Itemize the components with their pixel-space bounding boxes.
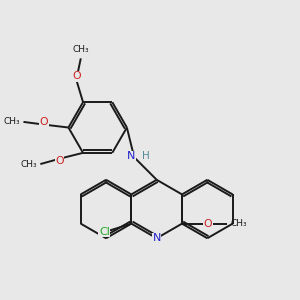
Text: CH₃: CH₃ bbox=[20, 160, 37, 169]
Text: CH₃: CH₃ bbox=[4, 117, 20, 126]
Text: CH₃: CH₃ bbox=[230, 219, 247, 228]
Text: O: O bbox=[203, 219, 212, 229]
Text: O: O bbox=[39, 118, 48, 128]
Text: H: H bbox=[142, 151, 150, 161]
Text: Cl: Cl bbox=[99, 226, 110, 236]
Text: N: N bbox=[127, 151, 136, 161]
Text: N: N bbox=[152, 233, 161, 243]
Text: O: O bbox=[55, 156, 64, 166]
Text: O: O bbox=[72, 71, 81, 81]
Text: CH₃: CH₃ bbox=[73, 45, 89, 54]
